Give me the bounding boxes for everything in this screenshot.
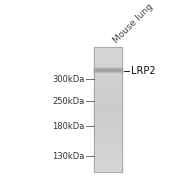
Text: 180kDa: 180kDa bbox=[52, 122, 85, 130]
Text: 300kDa: 300kDa bbox=[52, 75, 85, 84]
Text: LRP2: LRP2 bbox=[131, 66, 155, 76]
Text: Mouse lung: Mouse lung bbox=[111, 1, 154, 44]
Text: 250kDa: 250kDa bbox=[52, 97, 85, 106]
Text: 130kDa: 130kDa bbox=[52, 152, 85, 161]
